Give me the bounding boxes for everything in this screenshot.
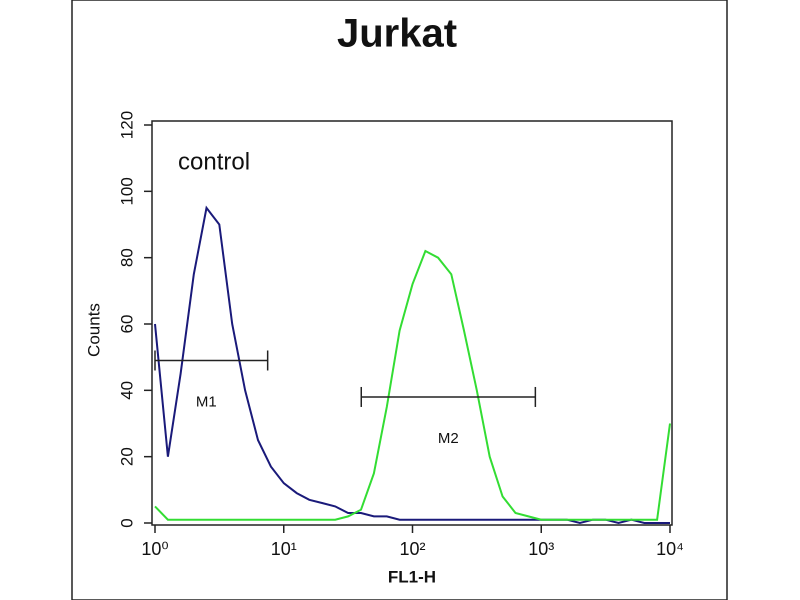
x-tick-label: 10²: [399, 539, 425, 559]
y-tick-label: 40: [117, 381, 136, 400]
y-tick-label: 120: [117, 111, 136, 139]
x-axis-label: FL1-H: [388, 567, 436, 586]
series-annotation: control: [178, 148, 250, 175]
y-tick-label: 20: [117, 447, 136, 466]
y-tick-label: 0: [117, 518, 136, 527]
chart-title: Jurkat: [337, 12, 457, 56]
series-line: [154, 249, 671, 521]
y-axis-label: Counts: [84, 303, 103, 357]
x-tick-label: 10⁰: [141, 539, 168, 559]
y-tick-label: 100: [117, 177, 136, 205]
x-tick-label: 10³: [528, 539, 554, 559]
chart-frame: [71, 0, 728, 600]
series-line: [154, 205, 670, 525]
gate-label: M1: [196, 393, 217, 410]
y-tick-label: 60: [117, 315, 136, 334]
y-tick-label: 80: [117, 248, 136, 267]
gate-label: M2: [438, 430, 459, 447]
x-tick-label: 10⁴: [656, 539, 684, 559]
x-tick-label: 10¹: [271, 539, 297, 559]
